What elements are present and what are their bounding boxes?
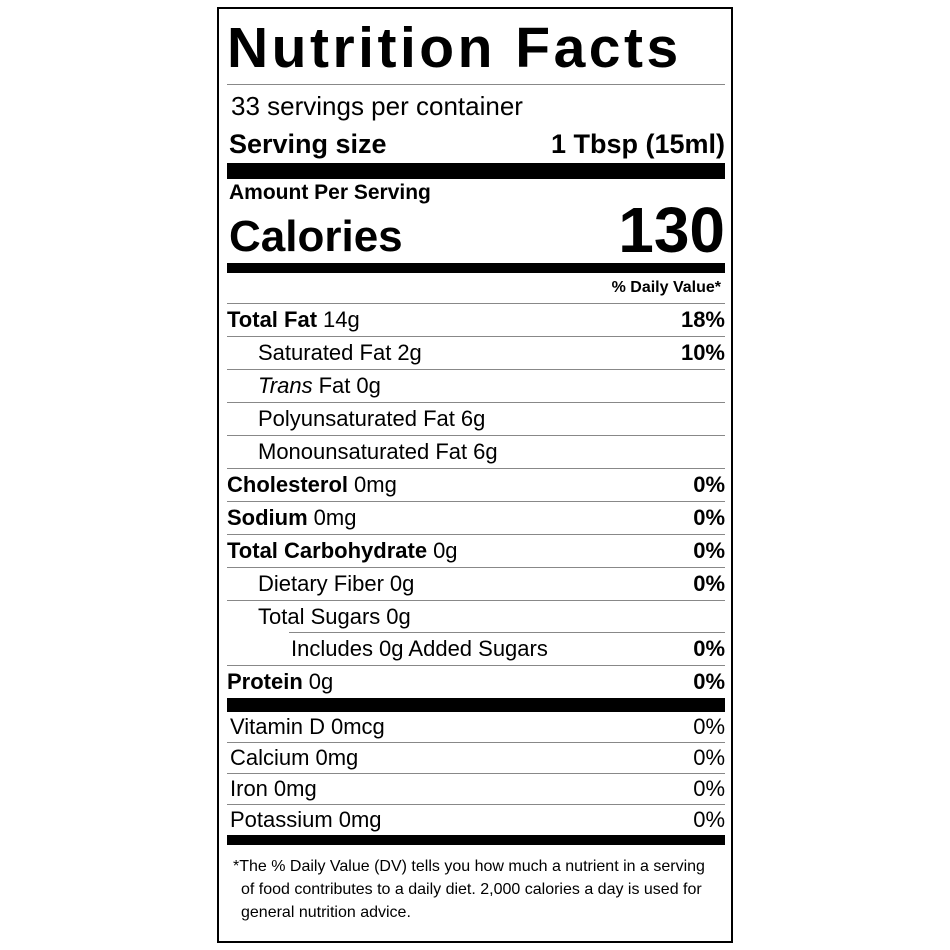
nutrient-row: Protein 0g 0% [227,666,725,712]
nutrient-dv: 0% [693,538,725,563]
nutrient-row: Dietary Fiber 0g 0% [227,568,725,601]
title: Nutrition Facts [227,9,725,85]
serving-size: Serving size 1 Tbsp (15ml) [227,125,725,179]
nutrient-amount: 0g [356,373,381,398]
nutrition-label: Nutrition Facts 33 servings per containe… [217,7,733,943]
nutrient-row: Saturated Fat 2g 10% [227,337,725,370]
nutrient-amount: 0g [389,571,415,596]
vitamin-dv: 0% [693,714,725,739]
footnote: *The % Daily Value (DV) tells you how mu… [233,858,705,921]
nutrient-row: Total Carbohydrate 0g 0% [227,535,725,568]
nutrient-amount: 0mg [313,505,357,530]
vitamin-row: Iron 0mg 0% [227,774,725,805]
nutrient-dv: 18% [680,307,725,332]
vitamin-amount: 0mg [273,776,317,801]
nutrient-amount: 0mg [354,472,397,497]
nutrient-dv: 0% [693,636,725,661]
nutrient-amount: 2g [397,340,422,365]
servings: 33 servings per container [231,91,523,121]
nutrient-name: Total Fat [227,307,318,332]
calories: Calories 130 [227,197,725,273]
nutrient-dv: 0% [693,669,725,694]
vitamin-name: Vitamin D [230,714,325,739]
vitamin-name: Calcium [230,745,310,770]
nutrient-name: Cholesterol [227,472,349,497]
vitamin-amount: 0mg [338,807,382,832]
calories-label: Calories [229,212,403,261]
nutrient-row: Monounsaturated Fat 6g [227,436,725,469]
nutrient-name: Saturated Fat [258,340,392,365]
nutrient-row: Total Sugars 0g [227,601,725,633]
daily-value-header: % Daily Value* [227,273,725,304]
nutrient-name: Fat [318,373,351,398]
vitamin-amount: 0mcg [330,714,385,739]
vitamin-row: Potassium 0mg 0% [227,805,725,845]
vitamin-dv: 0% [693,807,725,832]
nutrient-row: Cholesterol 0mg 0% [227,469,725,502]
nutrient-amount: 0g [433,538,458,563]
nutrient-row: Sodium 0mg 0% [227,502,725,535]
nutrient-dv: 0% [693,505,725,530]
vitamin-name: Iron [230,776,268,801]
vitamin-row: Vitamin D 0mcg 0% [227,712,725,743]
nutrient-amount: 0g [308,669,334,694]
nutrient-amount: 6g [473,439,498,464]
vitamin-name: Potassium [230,807,333,832]
nutrient-row: Includes 0g Added Sugars 0% [227,633,725,666]
nutrient-dv: 10% [680,340,725,365]
calories-value: 130 [618,194,725,266]
serving-size-value: 1 Tbsp (15ml) [550,128,725,159]
serving-size-label: Serving size [229,128,387,159]
nutrient-name: Total Sugars [258,604,381,629]
vitamin-dv: 0% [693,745,725,770]
nutrient-name: Polyunsaturated Fat [258,406,455,431]
vitamin-amount: 0mg [315,745,359,770]
vitamin-row: Calcium 0mg 0% [227,743,725,774]
nutrient-amount: 6g [460,406,486,431]
nutrient-amount: 14g [323,307,360,332]
nutrient-name: Includes 0g Added Sugars [291,636,548,661]
nutrient-name: Dietary Fiber [258,571,384,596]
vitamin-dv: 0% [693,776,725,801]
nutrient-dv: 0% [693,571,725,596]
nutrient-prefix: Trans [258,373,313,398]
nutrient-name: Monounsaturated Fat [258,439,468,464]
nutrient-name: Protein [227,669,303,694]
amount-per-serving: Amount Per Serving [229,181,431,204]
nutrient-name: Total Carbohydrate [227,538,428,563]
nutrient-row: Polyunsaturated Fat 6g [227,403,725,436]
nutrient-amount: 0g [386,604,411,629]
nutrient-row: Total Fat 14g 18% [227,304,725,337]
nutrient-name: Sodium [227,505,308,530]
nutrient-dv: 0% [693,472,725,497]
nutrient-row: Trans Fat 0g [227,370,725,403]
